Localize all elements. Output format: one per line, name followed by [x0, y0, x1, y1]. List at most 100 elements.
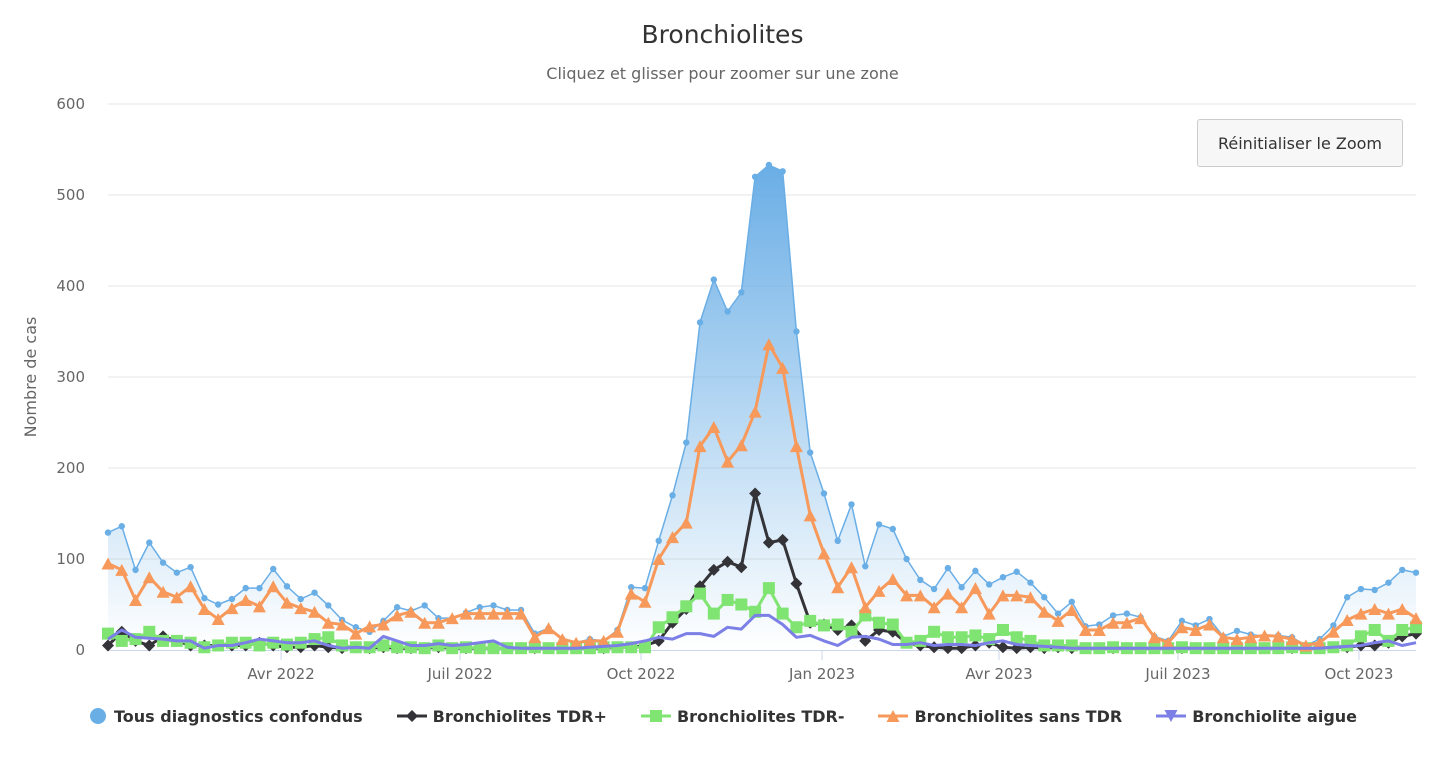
data-point[interactable]	[352, 624, 360, 631]
data-point[interactable]	[694, 587, 707, 600]
data-point[interactable]	[239, 593, 253, 606]
data-point[interactable]	[820, 490, 828, 497]
data-point[interactable]	[132, 566, 139, 574]
data-point[interactable]	[270, 565, 277, 573]
data-point[interactable]	[1027, 579, 1034, 586]
data-point[interactable]	[1233, 627, 1241, 635]
data-point[interactable]	[996, 641, 1009, 654]
data-point[interactable]	[1399, 566, 1406, 574]
data-point[interactable]	[514, 607, 528, 620]
data-point[interactable]	[927, 601, 941, 614]
data-point[interactable]	[738, 289, 745, 296]
data-point[interactable]	[873, 616, 886, 629]
data-point[interactable]	[985, 581, 993, 588]
data-point[interactable]	[421, 602, 428, 609]
data-point[interactable]	[683, 439, 690, 446]
data-point[interactable]	[173, 569, 181, 576]
legend-item[interactable]: Bronchiolites TDR-	[640, 706, 844, 726]
data-point[interactable]	[624, 587, 638, 600]
data-point[interactable]	[1023, 591, 1037, 604]
data-point[interactable]	[1330, 622, 1337, 629]
data-point[interactable]	[101, 557, 115, 570]
data-point[interactable]	[955, 631, 968, 644]
data-point[interactable]	[1041, 594, 1048, 601]
data-point[interactable]	[283, 583, 291, 590]
data-point[interactable]	[790, 577, 803, 590]
data-point[interactable]	[1161, 636, 1175, 649]
data-point[interactable]	[242, 584, 249, 592]
data-point[interactable]	[793, 328, 800, 335]
data-point[interactable]	[115, 634, 128, 647]
data-point[interactable]	[597, 634, 611, 647]
data-point[interactable]	[1120, 616, 1134, 629]
data-point[interactable]	[197, 603, 211, 616]
data-point[interactable]	[1396, 623, 1409, 636]
data-point[interactable]	[1202, 618, 1216, 631]
data-point[interactable]	[143, 639, 156, 652]
data-point[interactable]	[652, 621, 665, 634]
data-point[interactable]	[734, 439, 748, 452]
data-point[interactable]	[321, 616, 335, 629]
data-point[interactable]	[707, 563, 720, 576]
data-point[interactable]	[104, 529, 112, 536]
data-point[interactable]	[638, 595, 652, 608]
data-point[interactable]	[1079, 623, 1093, 636]
data-point[interactable]	[266, 580, 280, 593]
data-point[interactable]	[1368, 623, 1381, 636]
data-point[interactable]	[1065, 603, 1079, 616]
data-point[interactable]	[390, 609, 404, 622]
data-point[interactable]	[445, 612, 459, 625]
data-point[interactable]	[1092, 623, 1106, 636]
data-point[interactable]	[817, 547, 831, 560]
data-point[interactable]	[680, 600, 693, 613]
data-point[interactable]	[1371, 586, 1378, 594]
data-point[interactable]	[252, 600, 266, 613]
data-point[interactable]	[655, 537, 662, 544]
data-point[interactable]	[1051, 614, 1065, 627]
data-point[interactable]	[721, 555, 734, 568]
legend-symbol[interactable]	[1164, 710, 1178, 722]
data-point[interactable]	[1357, 585, 1365, 593]
data-point[interactable]	[889, 525, 896, 533]
data-point[interactable]	[555, 633, 569, 646]
data-point[interactable]	[363, 620, 377, 633]
data-point[interactable]	[1230, 633, 1244, 646]
data-point[interactable]	[844, 561, 858, 574]
data-point[interactable]	[528, 631, 542, 644]
data-point[interactable]	[831, 618, 844, 631]
data-point[interactable]	[804, 614, 817, 627]
data-point[interactable]	[610, 625, 624, 638]
data-point[interactable]	[418, 616, 432, 629]
data-point[interactable]	[914, 634, 927, 647]
data-point[interactable]	[143, 625, 156, 638]
data-point[interactable]	[228, 595, 236, 603]
legend-symbol[interactable]	[649, 710, 662, 722]
data-point[interactable]	[102, 639, 114, 652]
data-point[interactable]	[735, 598, 748, 611]
data-point[interactable]	[1106, 616, 1120, 629]
data-point[interactable]	[201, 594, 208, 602]
data-point[interactable]	[776, 533, 789, 546]
data-point[interactable]	[473, 607, 487, 620]
data-point[interactable]	[996, 623, 1009, 636]
data-point[interactable]	[903, 555, 910, 563]
data-point[interactable]	[1068, 598, 1075, 605]
data-point[interactable]	[1010, 631, 1023, 644]
data-point[interactable]	[1343, 594, 1351, 601]
data-point[interactable]	[432, 639, 445, 652]
data-point[interactable]	[900, 589, 914, 602]
data-point[interactable]	[917, 576, 924, 584]
data-point[interactable]	[696, 319, 704, 326]
data-point[interactable]	[1410, 621, 1422, 634]
data-point[interactable]	[280, 596, 294, 609]
series-line[interactable]	[107, 613, 1417, 650]
data-point[interactable]	[762, 582, 775, 595]
data-point[interactable]	[159, 559, 167, 566]
data-point[interactable]	[930, 585, 938, 593]
data-point[interactable]	[1178, 617, 1186, 625]
data-point[interactable]	[944, 564, 952, 572]
data-point[interactable]	[845, 625, 858, 638]
data-point[interactable]	[789, 440, 803, 453]
data-point[interactable]	[118, 523, 125, 530]
data-point[interactable]	[913, 589, 927, 602]
